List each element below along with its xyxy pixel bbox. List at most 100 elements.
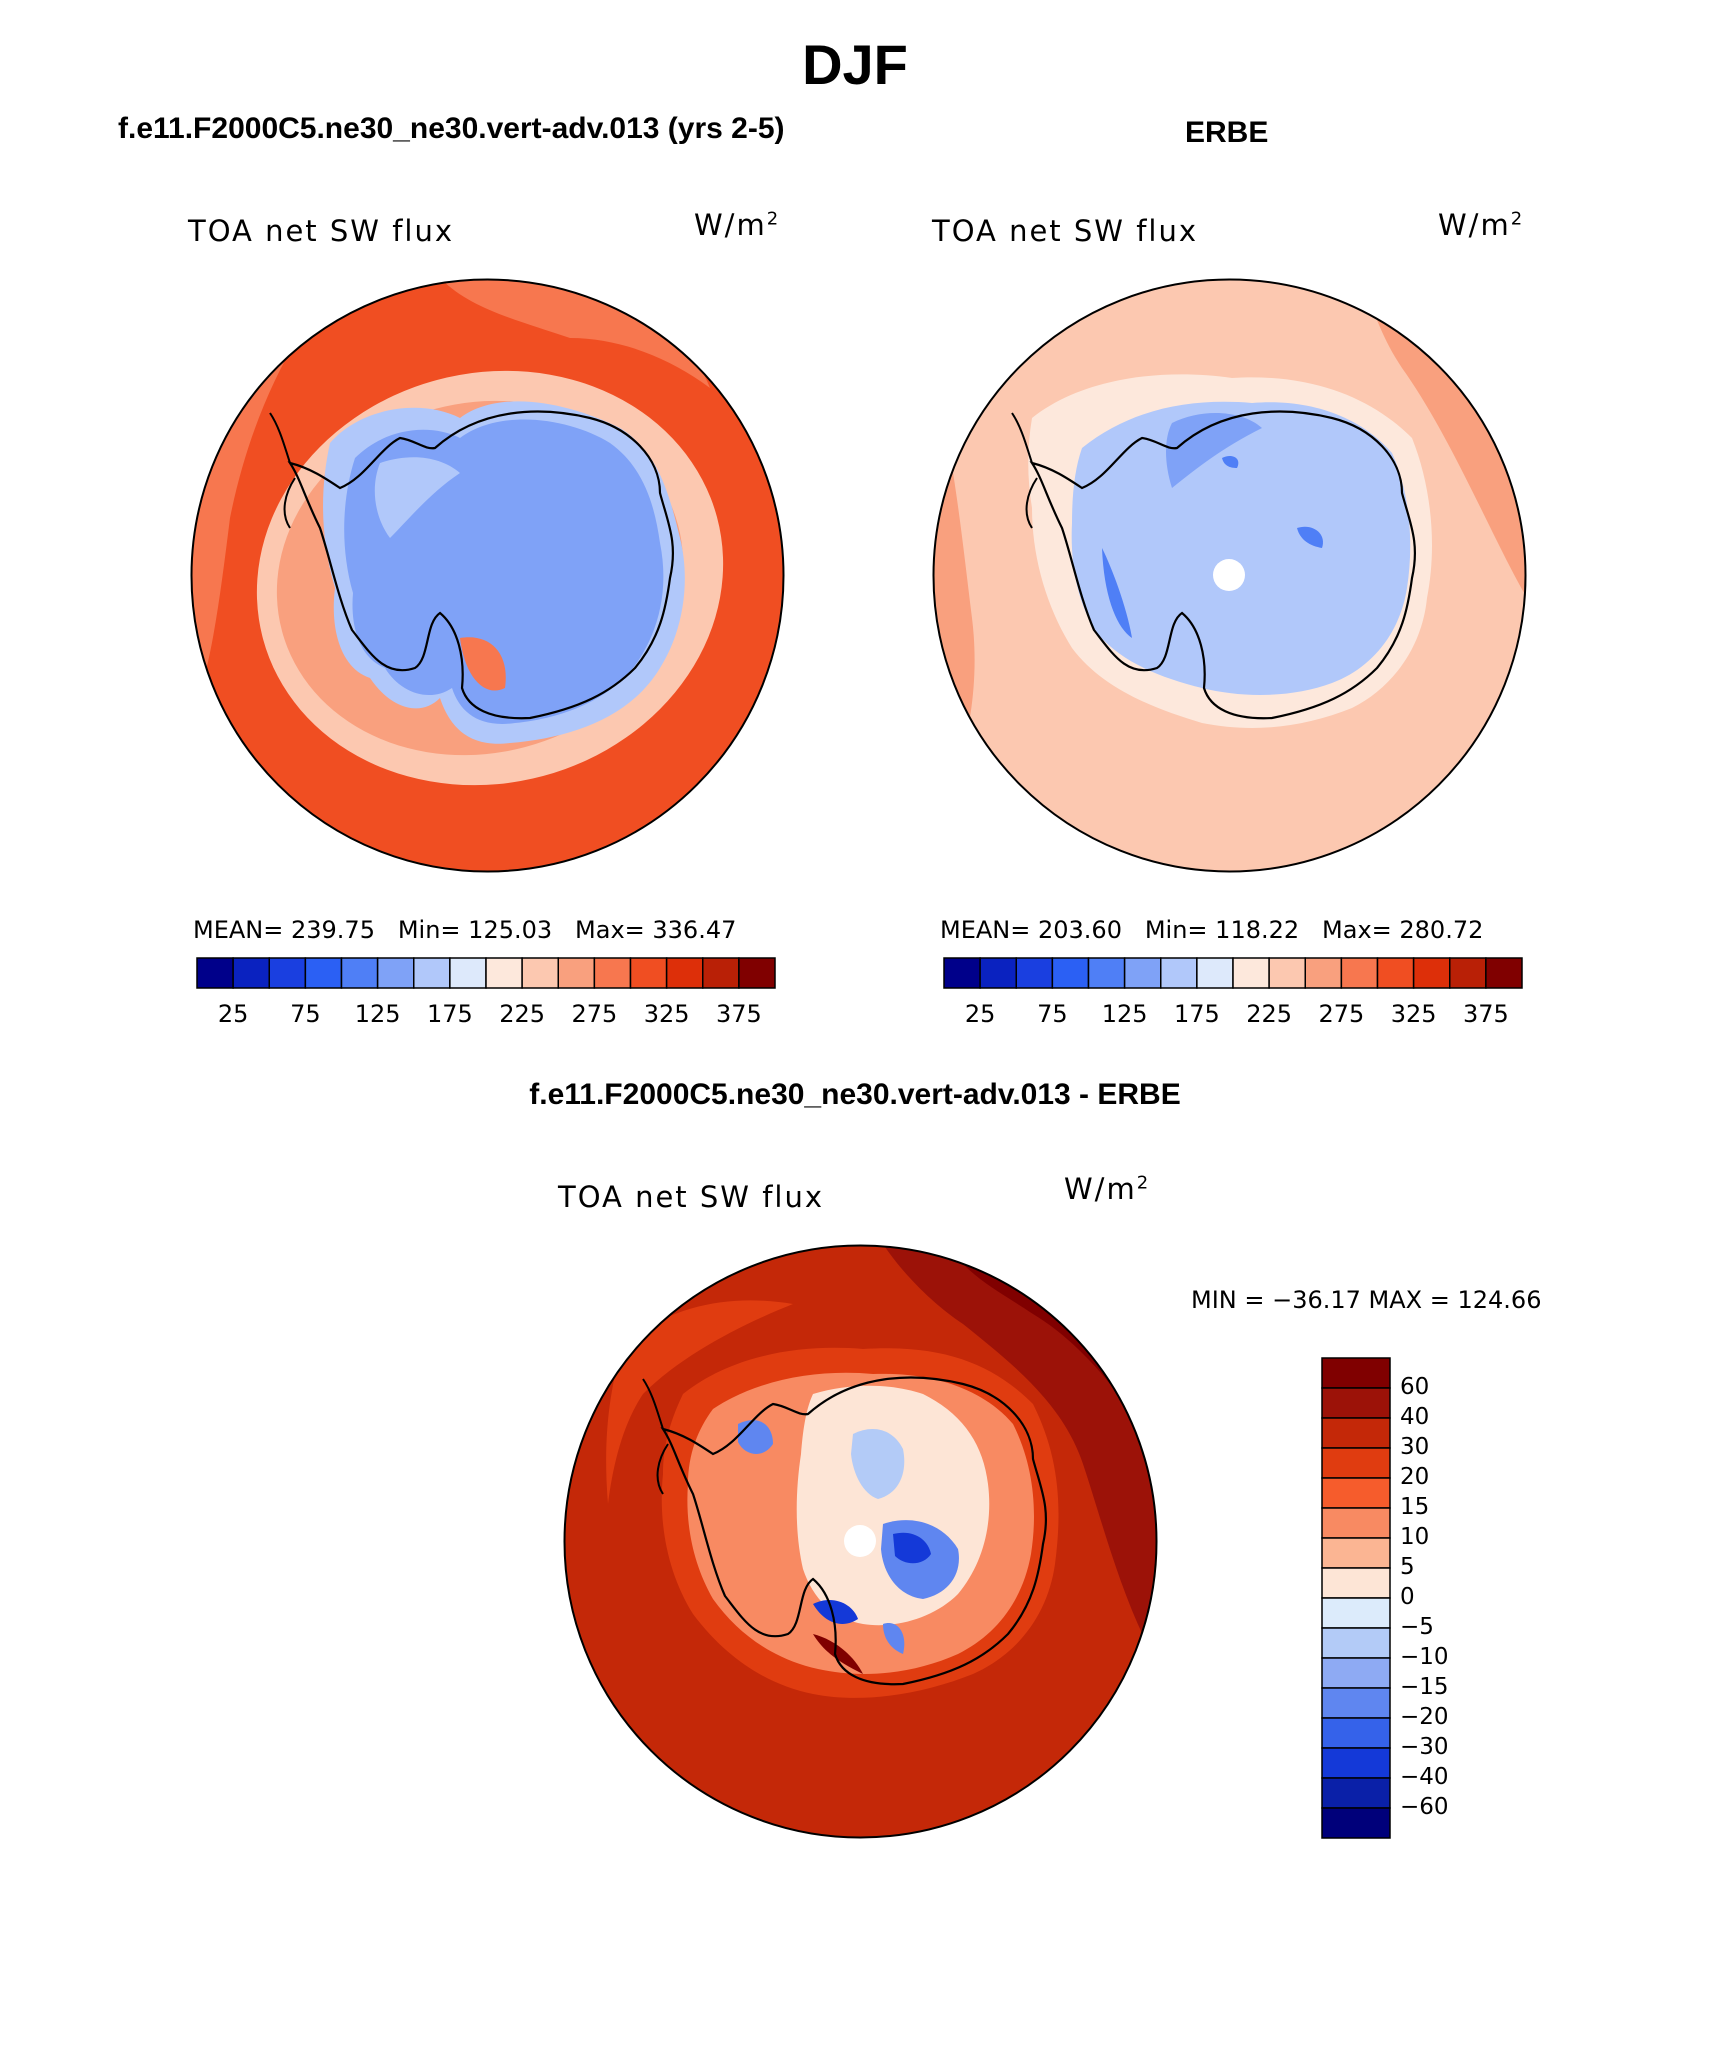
colorbar-swatch — [1321, 1537, 1391, 1569]
map-region — [851, 1429, 905, 1499]
colorbar-swatch — [629, 957, 668, 989]
colorbar-swatch — [1340, 957, 1379, 989]
colorbar-swatch — [232, 957, 270, 989]
coastline — [1011, 412, 1038, 529]
coastline — [660, 1376, 1047, 1686]
colorbar-tick-label: 275 — [1318, 1000, 1365, 1028]
diff-variable-label: TOA net SW flux — [558, 1180, 825, 1214]
colorbar-tick-label: 25 — [964, 1000, 996, 1028]
colorbar-swatch — [1321, 1717, 1391, 1749]
diff-stats: MIN = −36.17 MAX = 124.66 — [1191, 1286, 1542, 1314]
colorbar-swatch — [1321, 1597, 1391, 1629]
map-region — [606, 1300, 793, 1504]
colorbar-tick-label: 325 — [643, 1000, 690, 1028]
map-region — [883, 1623, 905, 1654]
map-region — [813, 1599, 858, 1624]
map-region — [813, 1634, 863, 1674]
colorbar-swatch — [557, 957, 596, 989]
model-case-title: f.e11.F2000C5.ne30_ne30.vert-adv.013 (yr… — [118, 112, 785, 145]
colorbar-swatch — [1160, 957, 1198, 989]
colorbar-swatch — [268, 957, 307, 989]
model-stats: MEAN= 239.75 Min= 125.03 Max= 336.47 — [193, 916, 737, 944]
colorbar-tick-label: −40 — [1400, 1764, 1449, 1790]
colorbar-swatch — [1321, 1417, 1391, 1449]
colorbar-tick-label: −10 — [1400, 1644, 1449, 1670]
colorbar-tick-label: −15 — [1400, 1674, 1449, 1700]
colorbar-swatch — [665, 957, 704, 989]
colorbar-tick-label: 60 — [1400, 1374, 1430, 1400]
colorbar-swatch — [1412, 957, 1451, 989]
diff-case-title: f.e11.F2000C5.ne30_ne30.vert-adv.013 - E… — [529, 1078, 1181, 1111]
colorbar-swatch — [1321, 1627, 1391, 1659]
colorbar-swatch — [943, 957, 981, 989]
colorbar-tick-label: 30 — [1400, 1434, 1430, 1460]
colorbar-tick-label: 25 — [217, 1000, 249, 1028]
map-region — [1213, 559, 1245, 591]
colorbar-tick-label: 275 — [571, 1000, 618, 1028]
colorbar-swatch — [521, 957, 559, 989]
colorbar-tick-label: 15 — [1400, 1494, 1430, 1520]
coastline — [269, 412, 296, 529]
colorbar-swatch — [1196, 957, 1234, 989]
map-region — [844, 1525, 876, 1557]
colorbar-swatch — [1232, 957, 1270, 989]
colorbar-swatch — [702, 957, 740, 989]
colorbar-swatch — [413, 957, 451, 989]
model-colorbar — [196, 957, 776, 989]
colorbar-swatch — [979, 957, 1017, 989]
map-region — [460, 637, 506, 691]
colorbar-swatch — [1321, 1807, 1391, 1839]
colorbar-swatch — [340, 957, 379, 989]
colorbar-swatch — [1304, 957, 1343, 989]
diff-colorbar — [1321, 1357, 1391, 1839]
colorbar-swatch — [1087, 957, 1126, 989]
colorbar-tick-label: −60 — [1400, 1794, 1449, 1820]
colorbar-tick-label: 375 — [1462, 1000, 1509, 1028]
colorbar-swatch — [1015, 957, 1054, 989]
model-colorbar-ticks: 25 75 125 175 225 275 325 375 — [197, 1000, 775, 1030]
colorbar-swatch — [196, 957, 234, 989]
colorbar-swatch — [1268, 957, 1306, 989]
colorbar-tick-label: 75 — [290, 1000, 321, 1028]
colorbar-swatch — [304, 957, 343, 989]
diff-polar-map — [563, 1244, 1158, 1839]
colorbar-swatch — [1321, 1477, 1391, 1509]
colorbar-tick-label: 0 — [1400, 1584, 1415, 1610]
diff-units-label: W/m2 — [1064, 1172, 1151, 1206]
colorbar-tick-label: 75 — [1037, 1000, 1068, 1028]
colorbar-swatch — [1449, 957, 1487, 989]
obs-case-title: ERBE — [1185, 116, 1269, 149]
model-polar-map — [190, 278, 785, 873]
map-region — [1297, 526, 1323, 548]
colorbar-tick-label: 175 — [1173, 1000, 1220, 1028]
colorbar-tick-label: 20 — [1400, 1464, 1430, 1490]
colorbar-swatch — [1321, 1747, 1391, 1779]
colorbar-swatch — [593, 957, 632, 989]
map-region — [796, 1385, 990, 1626]
colorbar-swatch — [1321, 1507, 1391, 1539]
colorbar-swatch — [1485, 957, 1523, 989]
colorbar-swatch — [1321, 1447, 1391, 1479]
map-region — [893, 1532, 931, 1564]
colorbar-tick-label: 40 — [1400, 1404, 1430, 1430]
colorbar-swatch — [1321, 1687, 1391, 1719]
colorbar-swatch — [376, 957, 415, 989]
colorbar-tick-label: −5 — [1400, 1614, 1434, 1640]
colorbar-swatch — [1321, 1387, 1391, 1419]
colorbar-swatch — [1376, 957, 1415, 989]
colorbar-tick-label: 125 — [1101, 1000, 1148, 1028]
colorbar-tick-label: 125 — [354, 1000, 401, 1028]
colorbar-swatch — [1051, 957, 1090, 989]
model-variable-label: TOA net SW flux — [188, 214, 455, 248]
colorbar-swatch — [1123, 957, 1162, 989]
colorbar-swatch — [485, 957, 523, 989]
map-region — [1222, 456, 1239, 468]
colorbar-swatch — [1321, 1657, 1391, 1689]
model-units-label: W/m2 — [694, 208, 781, 242]
diff-colorbar-ticks: 60 40 30 20 15 10 5 0 −5 −10 −15 −20 −30 −40 −60 — [1400, 1358, 1480, 1838]
obs-polar-map — [932, 278, 1527, 873]
colorbar-tick-label: 10 — [1400, 1524, 1430, 1550]
map-region — [374, 457, 460, 538]
obs-variable-label: TOA net SW flux — [932, 214, 1199, 248]
colorbar-tick-label: 375 — [715, 1000, 762, 1028]
